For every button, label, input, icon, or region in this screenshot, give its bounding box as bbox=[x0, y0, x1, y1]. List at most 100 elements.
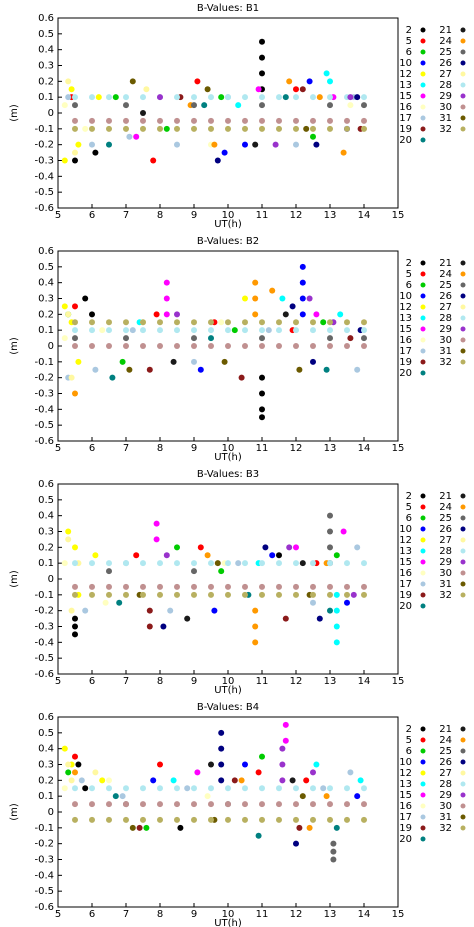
data-point bbox=[361, 343, 367, 349]
x-axis-label: UT(h) bbox=[214, 452, 242, 463]
data-point bbox=[327, 343, 333, 349]
data-point bbox=[333, 824, 340, 831]
y-tick-label: -0.2 bbox=[34, 140, 54, 151]
legend-label: 27 bbox=[439, 302, 452, 313]
chart-title: B-Values: B4 bbox=[197, 702, 259, 713]
data-point bbox=[296, 366, 303, 373]
legend-label: 29 bbox=[439, 790, 452, 801]
legend-marker bbox=[460, 548, 466, 554]
data-point bbox=[177, 824, 184, 831]
data-point bbox=[72, 631, 78, 638]
legend-label: 5 bbox=[406, 735, 412, 746]
data-point bbox=[279, 761, 286, 768]
data-point bbox=[327, 512, 333, 519]
data-point bbox=[293, 86, 299, 93]
data-point bbox=[72, 117, 78, 124]
data-point bbox=[259, 38, 265, 45]
legend-label: 6 bbox=[406, 47, 412, 58]
data-point bbox=[65, 536, 72, 543]
data-point bbox=[225, 801, 231, 808]
data-point bbox=[208, 335, 214, 342]
data-point bbox=[337, 311, 344, 318]
data-point bbox=[235, 102, 242, 109]
data-point bbox=[279, 777, 286, 784]
legend-label: 31 bbox=[439, 579, 452, 590]
data-point bbox=[327, 607, 333, 614]
legend-label: 21 bbox=[439, 724, 452, 735]
data-point bbox=[208, 591, 214, 598]
data-point bbox=[170, 777, 177, 784]
legend-marker bbox=[420, 515, 426, 521]
legend-label: 21 bbox=[439, 491, 452, 502]
data-point bbox=[157, 319, 163, 326]
data-point bbox=[89, 117, 95, 124]
data-point bbox=[208, 327, 214, 334]
data-point bbox=[153, 520, 160, 527]
data-point bbox=[140, 591, 146, 598]
data-point bbox=[95, 94, 102, 101]
data-point bbox=[344, 560, 350, 567]
data-point bbox=[310, 560, 316, 567]
legend-label: 17 bbox=[399, 812, 412, 823]
data-point bbox=[327, 816, 333, 823]
chart-title: B-Values: B1 bbox=[197, 3, 259, 14]
legend-label: 26 bbox=[439, 58, 452, 69]
data-point bbox=[184, 785, 191, 792]
data-point bbox=[225, 94, 231, 101]
y-tick-label: -0.1 bbox=[34, 590, 54, 601]
data-point bbox=[289, 777, 296, 784]
legend-marker bbox=[420, 836, 426, 842]
data-point bbox=[276, 117, 282, 124]
data-point bbox=[255, 832, 262, 839]
data-point bbox=[150, 777, 157, 784]
legend-marker bbox=[460, 315, 466, 321]
legend-marker bbox=[460, 526, 466, 532]
data-point bbox=[218, 729, 225, 736]
data-point bbox=[327, 801, 333, 808]
legend-label: 16 bbox=[399, 568, 412, 579]
legend-marker bbox=[460, 27, 466, 33]
legend-label: 29 bbox=[439, 91, 452, 102]
data-point bbox=[265, 327, 272, 334]
legend-label: 5 bbox=[406, 502, 412, 513]
x-tick-label: 10 bbox=[222, 443, 235, 454]
x-tick-label: 11 bbox=[256, 210, 269, 221]
data-point bbox=[279, 295, 286, 302]
data-point bbox=[126, 133, 133, 140]
y-axis-label: (m) bbox=[9, 803, 20, 821]
legend-marker bbox=[460, 537, 466, 543]
data-point bbox=[354, 94, 361, 101]
data-point bbox=[191, 117, 197, 124]
data-point bbox=[92, 552, 99, 559]
data-point bbox=[242, 327, 248, 334]
legend-label: 19 bbox=[399, 124, 412, 135]
data-point bbox=[276, 785, 282, 792]
x-tick-label: 8 bbox=[157, 909, 163, 920]
x-tick-label: 11 bbox=[256, 676, 269, 687]
legend-marker bbox=[460, 792, 466, 798]
data-point bbox=[123, 327, 129, 334]
legend-marker bbox=[420, 126, 426, 132]
data-point bbox=[286, 78, 293, 85]
data-point bbox=[276, 552, 282, 559]
legend-marker bbox=[420, 493, 426, 499]
data-point bbox=[72, 769, 78, 776]
data-point bbox=[136, 824, 143, 831]
legend-label: 32 bbox=[439, 357, 452, 368]
data-point bbox=[252, 279, 259, 286]
legend-label: 12 bbox=[399, 535, 412, 546]
legend-marker bbox=[420, 603, 426, 609]
y-tick-label: -0.5 bbox=[34, 886, 54, 897]
x-tick-label: 12 bbox=[290, 210, 303, 221]
data-point bbox=[310, 583, 316, 590]
data-point bbox=[174, 343, 180, 349]
data-point bbox=[61, 335, 68, 342]
data-point bbox=[204, 793, 211, 800]
data-point bbox=[276, 125, 282, 132]
data-point bbox=[350, 591, 357, 598]
data-point bbox=[61, 745, 68, 752]
data-point bbox=[310, 343, 316, 349]
data-point bbox=[293, 560, 299, 567]
legend-label: 28 bbox=[439, 80, 452, 91]
legend-marker bbox=[420, 104, 426, 110]
